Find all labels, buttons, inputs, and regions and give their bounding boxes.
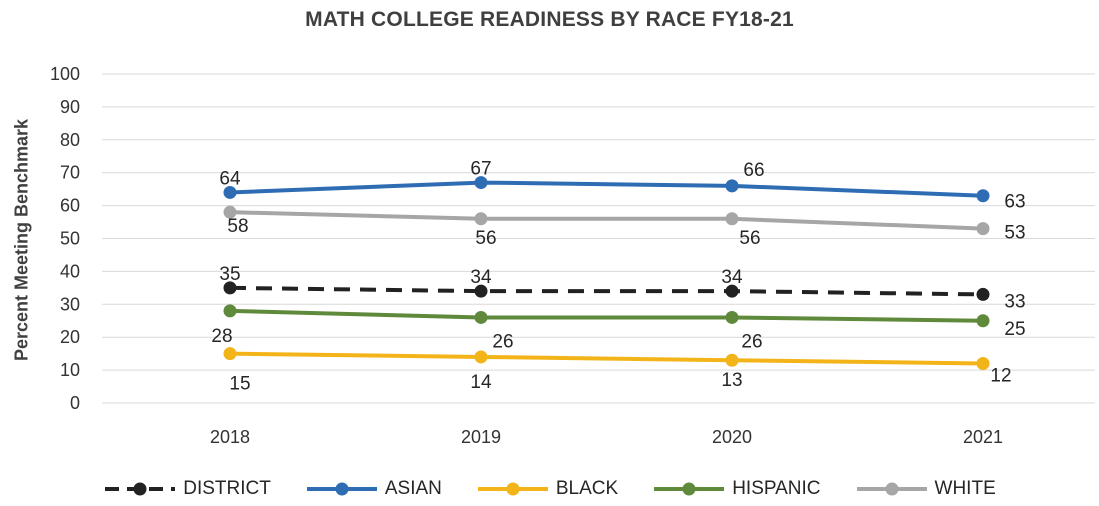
data-point-black [976,357,990,371]
x-tick-label: 2018 [210,427,250,447]
data-label-hispanic: 26 [492,331,513,352]
y-tick-label: 0 [70,393,80,413]
data-label-asian: 66 [743,160,764,181]
data-label-white: 53 [1004,223,1025,244]
data-point-asian [474,176,488,190]
y-tick-label: 80 [60,130,80,150]
legend-label-white: WHITE [934,478,996,499]
y-tick-label: 90 [60,97,80,117]
data-label-white: 56 [475,228,496,249]
series-line-white [228,210,985,231]
data-label-asian: 63 [1004,192,1025,213]
data-label-white: 56 [739,228,760,249]
legend-swatch-black [477,482,548,496]
legend-label-hispanic: HISPANIC [732,478,821,499]
y-tick-label: 70 [60,163,80,183]
data-point-black [223,347,237,361]
data-label-district: 34 [721,267,743,288]
series-line-asian [228,180,985,198]
data-point-black [474,350,488,364]
data-label-black: 12 [990,366,1011,387]
data-point-hispanic [976,314,990,328]
y-tick-label: 50 [60,229,80,249]
data-point-district [725,284,739,298]
y-tick-label: 100 [50,64,80,84]
data-point-asian [725,179,739,193]
legend-item-hispanic: HISPANIC [652,478,821,500]
legend-swatch-hispanic [654,482,725,496]
data-label-black: 13 [721,370,742,391]
data-point-hispanic [474,310,488,324]
data-point-hispanic [223,304,237,318]
x-tick-label: 2020 [712,427,752,447]
legend-label-black: BLACK [555,478,619,499]
data-label-black: 14 [470,372,492,393]
legend-swatch-white [856,482,927,496]
series-line-hispanic [228,308,985,323]
data-label-white: 58 [227,216,248,237]
y-tick-label: 30 [60,294,80,314]
data-point-asian [223,185,237,199]
data-label-asian: 64 [219,168,241,189]
data-label-hispanic: 25 [1004,319,1025,340]
y-tick-label: 20 [60,327,80,347]
data-point-white [223,205,237,219]
legend-item-white: WHITE [855,478,996,500]
legend-item-black: BLACK [476,478,618,500]
data-label-hispanic: 26 [741,331,762,352]
data-point-white [976,222,990,236]
series-line-district [229,285,984,297]
data-label-hispanic: 28 [211,326,232,347]
x-tick-label: 2019 [461,427,501,447]
data-point-district [223,281,237,295]
chart-title: MATH COLLEGE READINESS BY RACE FY18-21 [305,8,794,31]
data-point-asian [976,189,990,203]
line-chart: 0 10 20 30 40 50 60 70 80 90 100 2018 2019 2020 2021 28… [50,64,1095,447]
y-tick-label: 60 [60,196,80,216]
series-line-black [228,351,985,366]
legend-label-asian: ASIAN [384,478,442,499]
chart-legend: DISTRICT ASIAN BLACK HISPANIC WHITE [0,478,1099,500]
data-point-black [725,353,739,367]
legend-label-district: DISTRICT [183,478,271,499]
legend-swatch-asian [306,482,377,496]
legend-item-asian: ASIAN [305,478,442,500]
data-label-district: 35 [219,264,240,285]
data-label-asian: 67 [470,159,491,180]
y-tick-label: 10 [60,360,80,380]
data-label-district: 33 [1004,291,1025,312]
data-point-white [474,212,488,226]
legend-swatch-district [105,482,176,496]
data-point-white [725,212,739,226]
data-point-district [976,287,990,301]
legend-item-district: DISTRICT [103,478,271,500]
data-point-district [474,284,488,298]
x-tick-label: 2021 [963,427,1003,447]
data-label-black: 15 [229,374,250,395]
data-point-hispanic [725,310,739,324]
data-label-district: 34 [470,267,492,288]
y-tick-label: 40 [60,261,80,281]
